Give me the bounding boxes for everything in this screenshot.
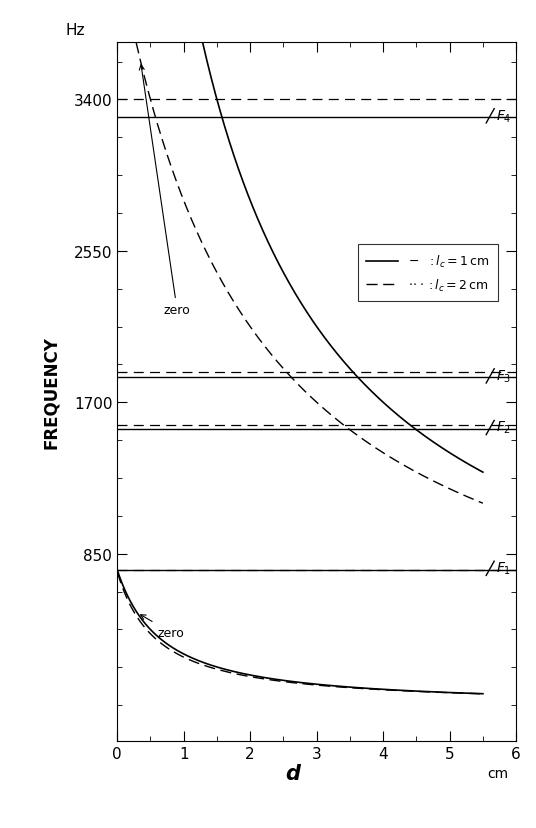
Text: $F_2$: $F_2$ bbox=[495, 420, 511, 436]
Y-axis label: FREQUENCY: FREQUENCY bbox=[42, 335, 60, 449]
Text: $F_1$: $F_1$ bbox=[495, 560, 511, 576]
Text: d: d bbox=[285, 763, 300, 783]
Text: Hz: Hz bbox=[65, 23, 85, 38]
Legend: $-\ \ :l_c=1\,\mathrm{cm}$, $\cdot\!\cdot\!\cdot:l_c=2\,\mathrm{cm}$: $-\ \ :l_c=1\,\mathrm{cm}$, $\cdot\!\cdo… bbox=[358, 245, 498, 302]
Text: zero: zero bbox=[140, 615, 184, 639]
Text: cm: cm bbox=[487, 766, 508, 780]
Text: $F_4$: $F_4$ bbox=[495, 108, 511, 124]
Text: $F_3$: $F_3$ bbox=[495, 368, 511, 384]
Text: zero: zero bbox=[139, 65, 190, 317]
